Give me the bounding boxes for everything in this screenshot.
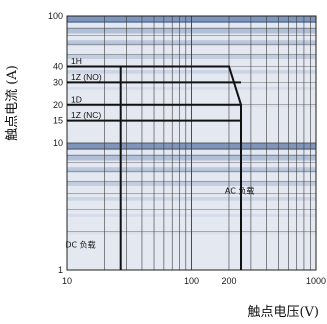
y-tick-label: 30 [53, 77, 63, 87]
x-tick-label: 200 [221, 276, 236, 286]
series-layer [67, 65, 242, 270]
y-tick-label: 40 [53, 62, 63, 72]
x-tick-layer: 10 100 200 1000 [62, 276, 326, 286]
x-tick-label: 1000 [306, 276, 326, 286]
series-label: 1H [71, 56, 82, 66]
series-label: 1Z (NO) [71, 72, 102, 82]
series-label: 1D [71, 94, 82, 104]
annotation-label: DC 负载 [65, 240, 95, 250]
plot-frame [66, 15, 317, 271]
series-label: 1Z (NC) [71, 110, 101, 120]
y-tick-label: 20 [53, 100, 63, 110]
series-label-layer: 1H 1Z (NO) 1D 1Z (NC) [71, 56, 102, 120]
y-tick-label: 10 [53, 138, 63, 148]
y-tick-label: 100 [48, 11, 63, 21]
grid-layer [67, 16, 316, 270]
annotation-label: AC 负载 [225, 186, 254, 196]
y-axis-label: 触点电流 (A) [5, 65, 20, 141]
y-tick-label: 15 [53, 116, 63, 126]
x-tick-label: 10 [62, 276, 72, 286]
y-tick-layer: 1 10 15 20 30 40 100 [48, 11, 63, 275]
x-tick-label: 100 [184, 276, 199, 286]
y-tick-label: 1 [58, 265, 63, 275]
annotation-layer: AC 负载 DC 负载 [65, 186, 254, 250]
x-axis-label: 触点电压(V) [247, 305, 319, 320]
